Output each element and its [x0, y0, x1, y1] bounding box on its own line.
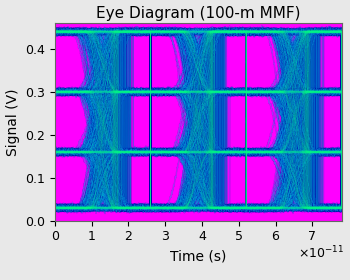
Text: $\times10^{-11}$: $\times10^{-11}$: [299, 244, 345, 261]
Y-axis label: Signal (V): Signal (V): [6, 88, 20, 156]
Title: Eye Diagram (100-m MMF): Eye Diagram (100-m MMF): [96, 6, 301, 20]
X-axis label: Time (s): Time (s): [170, 249, 226, 263]
